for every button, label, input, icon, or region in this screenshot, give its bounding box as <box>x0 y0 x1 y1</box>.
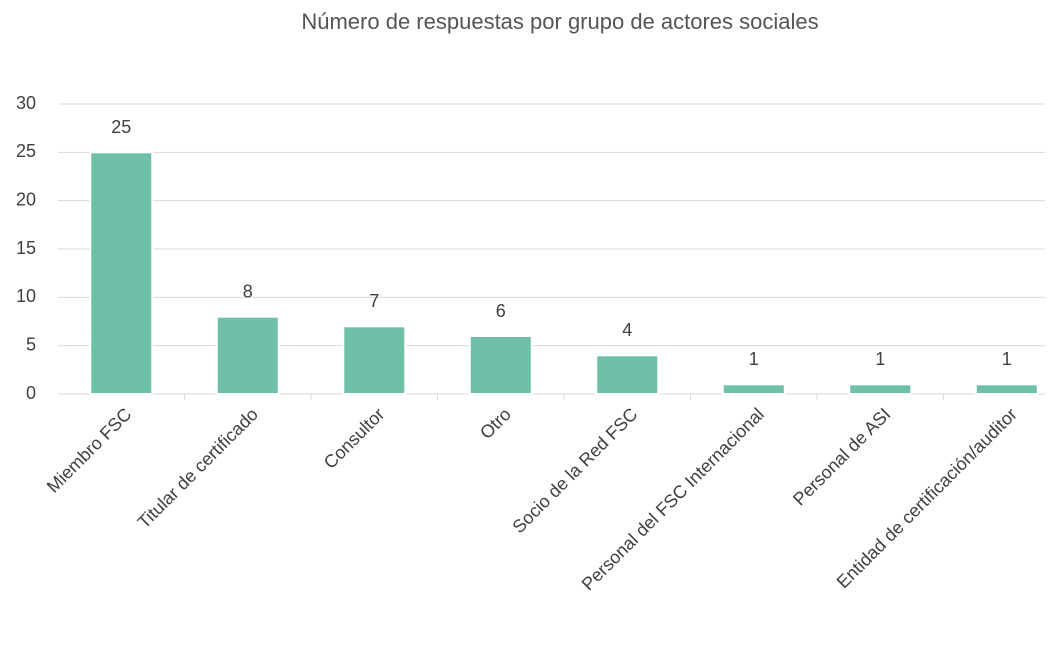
value-label: 8 <box>243 281 253 301</box>
bar <box>468 335 533 395</box>
x-tick-label: Otro <box>476 404 515 443</box>
chart-title: Número de respuestas por grupo de actore… <box>301 9 818 34</box>
value-label: 1 <box>875 349 885 369</box>
value-label: 6 <box>496 301 506 321</box>
bar <box>974 383 1039 396</box>
y-tick-label: 10 <box>16 286 36 306</box>
bar <box>215 315 280 395</box>
value-label: 25 <box>111 117 131 137</box>
y-tick-label: 30 <box>16 93 36 113</box>
y-tick-label: 5 <box>26 334 36 354</box>
y-tick-label: 0 <box>26 383 36 403</box>
bar <box>89 151 154 395</box>
y-tick-label: 25 <box>16 141 36 161</box>
x-tick-label: Miembro FSC <box>43 404 136 497</box>
bar <box>721 383 786 396</box>
x-tick-label: Consultor <box>320 404 389 473</box>
bar <box>342 325 407 396</box>
x-tick-label: Socio de la Red FSC <box>508 404 641 537</box>
value-label: 1 <box>749 349 759 369</box>
x-tick-label: Titular de certificado <box>134 404 262 532</box>
value-label: 1 <box>1002 349 1012 369</box>
y-tick-label: 15 <box>16 238 36 258</box>
bar <box>848 383 913 396</box>
value-label: 7 <box>369 291 379 311</box>
y-tick-label: 20 <box>16 189 36 209</box>
x-tick-label: Personal de ASI <box>789 404 894 509</box>
bar <box>595 354 660 396</box>
value-label: 4 <box>622 320 632 340</box>
